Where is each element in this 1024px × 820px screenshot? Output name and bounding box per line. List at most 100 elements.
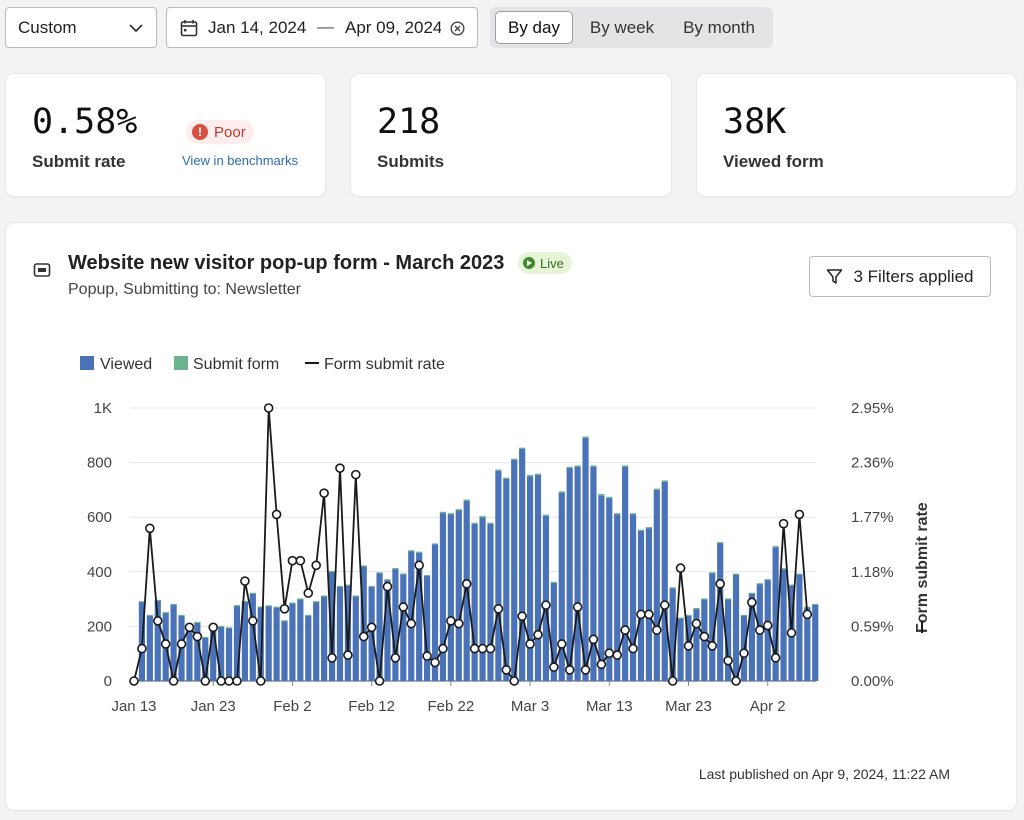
- submit-bar: [566, 466, 573, 469]
- by-week-button[interactable]: By week: [589, 17, 655, 37]
- rate-point: [398, 602, 409, 612]
- submit-bar: [431, 543, 439, 545]
- submit-bar: [812, 603, 819, 606]
- alert-icon: !: [192, 124, 208, 140]
- submit-bar: [400, 573, 407, 575]
- submit-bar: [289, 602, 296, 604]
- viewed-bar: [336, 586, 344, 681]
- poor-badge-label: Poor: [214, 123, 246, 141]
- legend-rate: Form submit rate: [324, 356, 445, 373]
- viewed-bar: [471, 524, 478, 681]
- viewed-bar: [289, 603, 296, 681]
- rate-point: [224, 676, 234, 686]
- y-tick-label: 200: [87, 618, 112, 635]
- live-status-label: Live: [540, 255, 564, 271]
- viewed-bar: [281, 620, 288, 681]
- viewed-bar: [558, 492, 565, 681]
- rate-point: [715, 579, 725, 589]
- submit-rate-card: 0.58% Submit rate ! Poor View in benchma…: [6, 74, 325, 196]
- rate-point: [556, 639, 567, 649]
- rate-point: [675, 563, 686, 573]
- viewed-bar: [313, 601, 320, 681]
- viewed-bar: [202, 637, 209, 681]
- submit-bar: [669, 587, 676, 589]
- submit-bar: [717, 542, 724, 544]
- by-month-button[interactable]: By month: [683, 17, 755, 37]
- rate-point: [620, 625, 630, 635]
- viewed-bar: [614, 514, 621, 681]
- popup-form-icon: [33, 263, 51, 277]
- rate-point: [461, 579, 472, 589]
- viewed-bar: [669, 588, 676, 681]
- submit-bar: [495, 469, 502, 471]
- rate-point: [541, 600, 551, 610]
- date-separator: —: [317, 17, 334, 36]
- submit-bar: [297, 598, 304, 600]
- date-range-select[interactable]: Custom: [5, 7, 157, 48]
- viewed-bar: [344, 585, 351, 681]
- calendar-icon: [180, 20, 198, 37]
- viewed-bar: [439, 513, 447, 681]
- viewed-bar: [146, 615, 153, 681]
- rate-point: [659, 600, 670, 610]
- submits-label: Submits: [377, 152, 445, 171]
- viewed-bar: [416, 552, 423, 681]
- rate-point: [430, 657, 440, 668]
- chart-rate-line: [129, 403, 923, 686]
- granularity-toggle: By day By week By month: [490, 7, 773, 48]
- rate-point: [303, 588, 314, 598]
- rate-point: [145, 523, 155, 534]
- submit-bar: [233, 605, 241, 607]
- submit-bar: [629, 513, 637, 515]
- rate-point: [525, 639, 535, 649]
- y-right-tick-label: 1.18%: [851, 564, 894, 581]
- viewed-value: 38K: [723, 102, 787, 142]
- rate-point: [152, 616, 163, 626]
- y-tick-label: 0: [104, 673, 112, 690]
- submit-bar: [487, 522, 494, 525]
- clear-icon[interactable]: [450, 21, 465, 36]
- filters-button[interactable]: 3 Filters applied: [809, 256, 991, 297]
- submit-rate-label: Submit rate: [32, 152, 126, 171]
- viewed-bar: [637, 530, 645, 681]
- viewed-bar: [154, 600, 161, 681]
- rate-point: [335, 463, 345, 473]
- submit-bar: [352, 595, 359, 597]
- start-date-input[interactable]: Jan 14, 2024: [208, 18, 307, 37]
- viewed-bar: [455, 510, 462, 681]
- submit-bar: [653, 488, 660, 490]
- viewed-bar: [170, 604, 177, 681]
- date-range-picker[interactable]: Jan 14, 2024 — Apr 09, 2024: [166, 7, 478, 48]
- poor-badge: ! Poor: [186, 120, 254, 144]
- submit-bar: [558, 491, 565, 493]
- rate-point: [208, 622, 219, 633]
- viewed-bar: [511, 459, 518, 681]
- rate-point: [168, 676, 179, 686]
- submit-bar: [606, 496, 613, 499]
- submit-bar: [225, 627, 233, 629]
- viewed-bar: [186, 626, 193, 681]
- submit-bar: [281, 620, 288, 622]
- viewed-bar: [780, 569, 787, 681]
- rate-point: [382, 581, 393, 592]
- chart-ticks: 0 0.00% 200 0.59% 400 1.18% 600 1.77% 800 2.36% 1K…: [87, 400, 894, 715]
- submit-bar: [732, 573, 740, 575]
- viewed-bar: [764, 579, 771, 681]
- benchmarks-link[interactable]: View in benchmarks: [182, 153, 299, 168]
- submit-bar: [241, 600, 248, 603]
- submit-bar: [526, 474, 534, 477]
- legend-viewed: Viewed: [100, 356, 152, 373]
- rate-point: [358, 631, 369, 642]
- x-tick-label: Feb 12: [348, 698, 395, 715]
- submit-bar: [479, 515, 486, 518]
- viewed-bar: [622, 466, 629, 681]
- rate-point: [137, 643, 147, 654]
- end-date-input[interactable]: Apr 09, 2024: [345, 18, 441, 37]
- x-tick-label: Apr 2: [750, 698, 786, 715]
- rate-point: [453, 618, 464, 629]
- viewed-bar: [629, 514, 637, 681]
- submit-bar: [740, 614, 748, 617]
- rate-point: [406, 618, 417, 629]
- by-day-button[interactable]: By day: [495, 11, 573, 44]
- rate-point: [469, 643, 480, 654]
